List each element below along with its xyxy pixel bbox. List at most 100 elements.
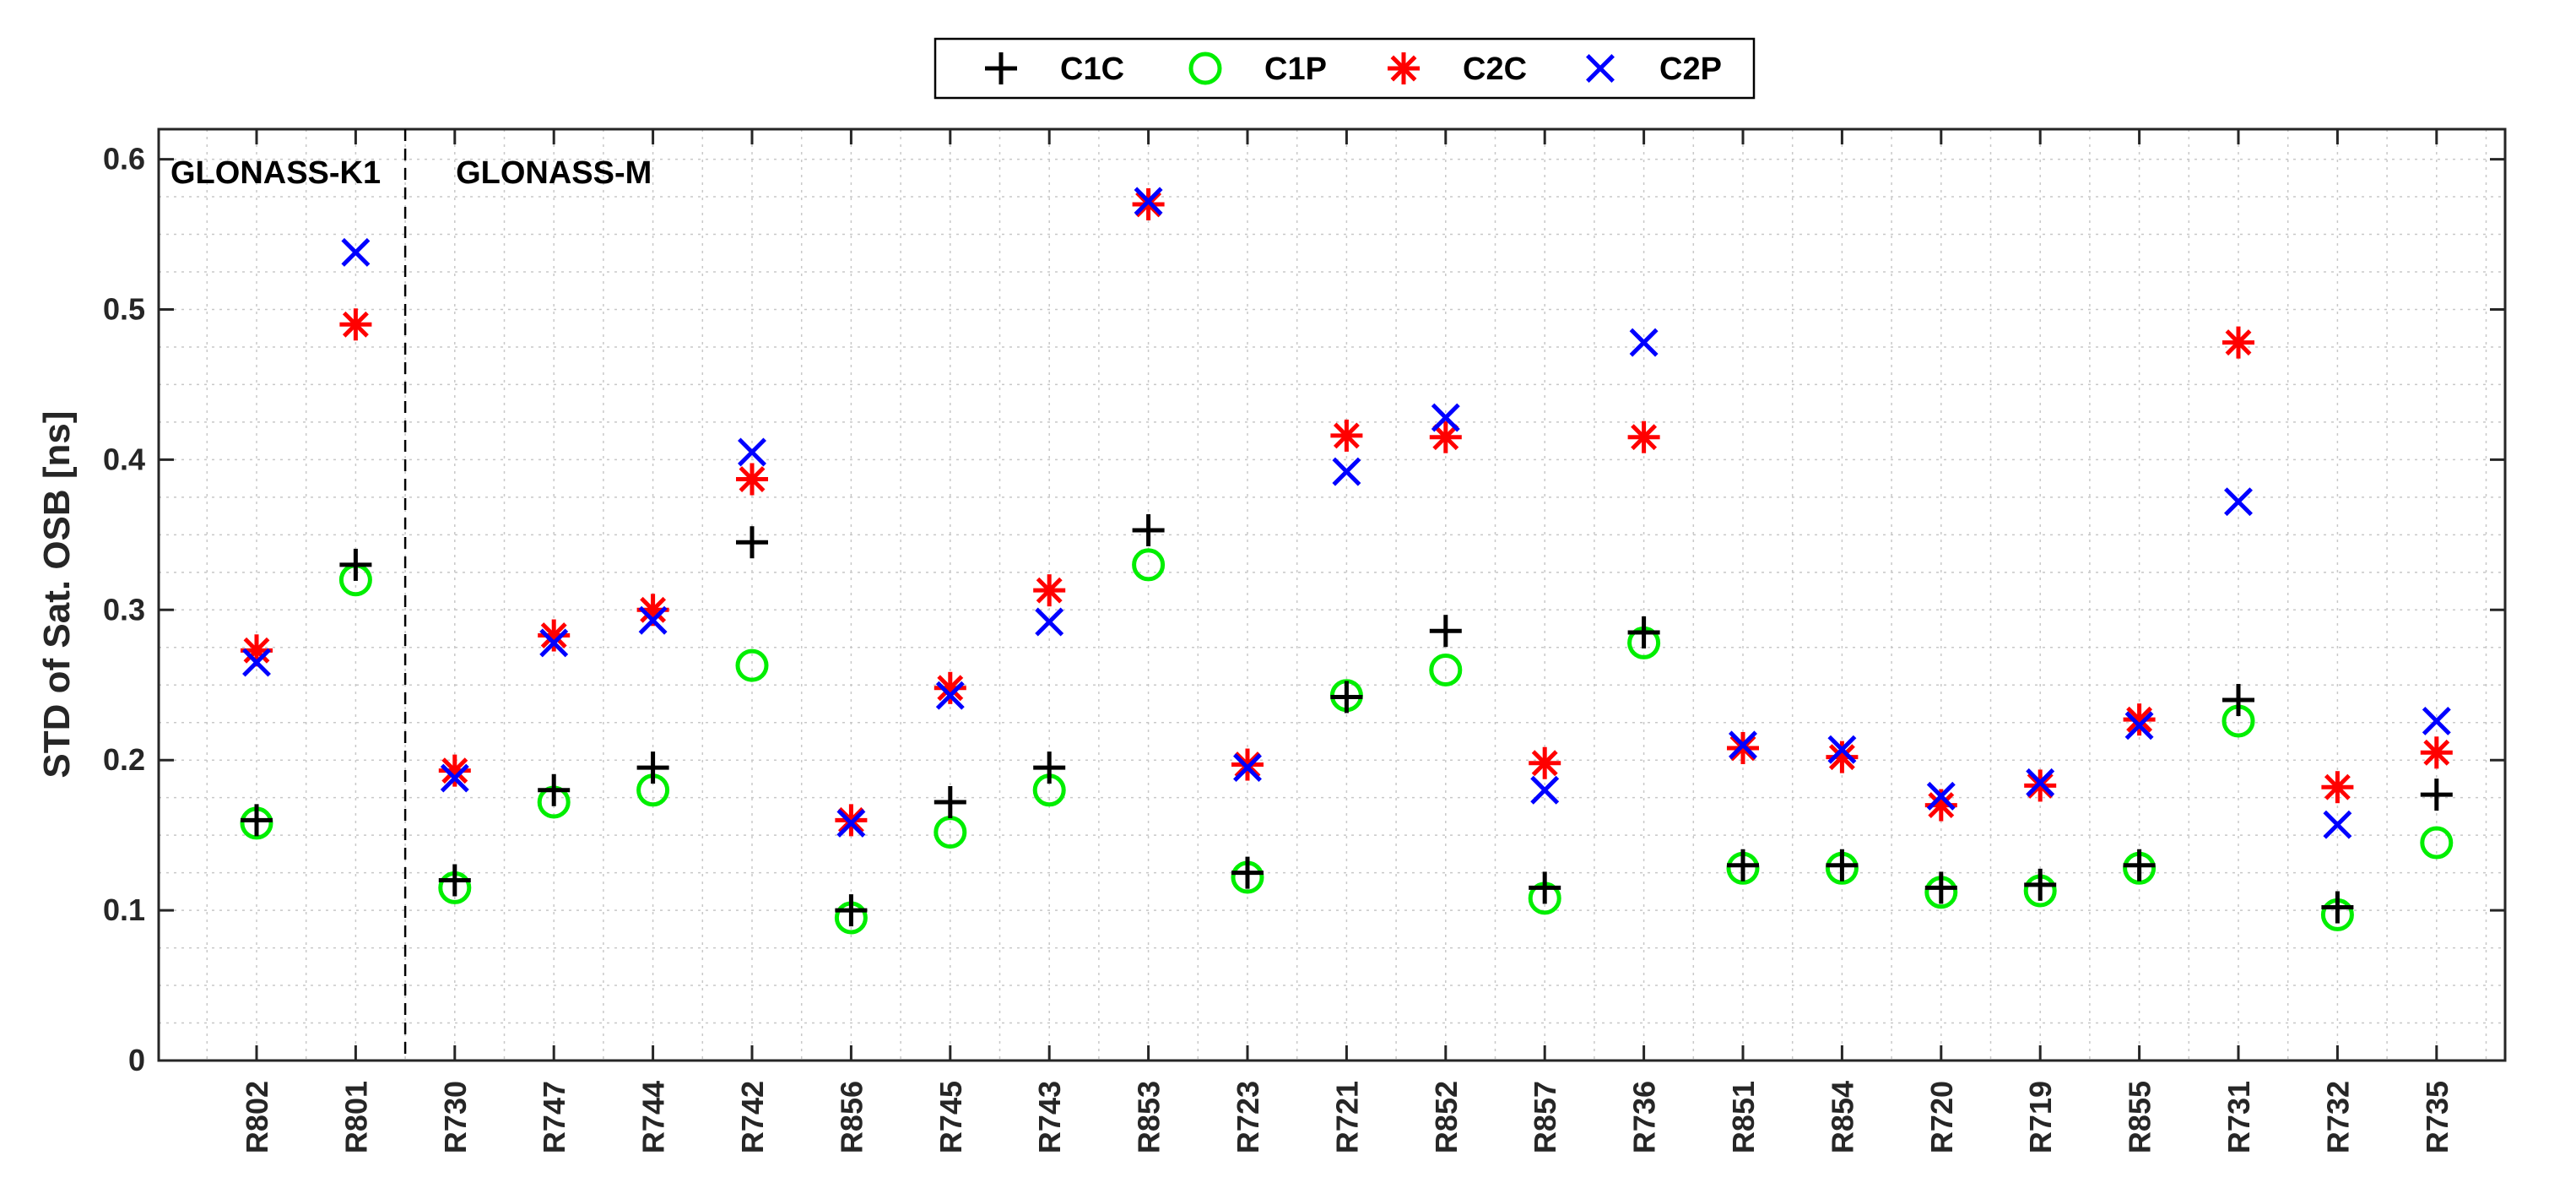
x-tick-label-r744: R744	[636, 1081, 671, 1153]
legend-marker-c2p	[1586, 54, 1615, 83]
x-tick-label-r857: R857	[1528, 1081, 1562, 1153]
x-tick-label-r723: R723	[1231, 1081, 1265, 1153]
legend-label-c1p: C1P	[1264, 52, 1327, 87]
y-tick-label: 0.5	[103, 291, 145, 326]
marker-c2c-r736	[1627, 420, 1660, 453]
annotation-glonass-k1: GLONASS-K1	[170, 155, 381, 191]
marker-c1c-r856	[835, 894, 868, 927]
marker-c1c-r719	[2024, 868, 2057, 901]
marker-c1p-r735	[2420, 826, 2454, 860]
marker-c2p-r856	[836, 808, 866, 838]
legend-marker-c2c	[1388, 52, 1420, 84]
marker-c1c-r732	[2321, 891, 2354, 924]
marker-c2p-r744	[638, 605, 668, 635]
marker-c2c-r730	[438, 754, 471, 787]
x-tick-label-r735: R735	[2420, 1081, 2454, 1153]
marker-c2p-r719	[2026, 768, 2055, 797]
marker-c2p-r853	[1134, 187, 1163, 216]
x-tick-label-r736: R736	[1627, 1081, 1662, 1153]
legend-label-c2p: C2P	[1659, 52, 1722, 87]
x-tick-label-r854: R854	[1825, 1081, 1859, 1153]
x-tick-label-r731: R731	[2222, 1081, 2256, 1153]
marker-c1c-r852	[1429, 615, 1462, 648]
x-tick-label-r855: R855	[2123, 1081, 2157, 1153]
marker-c1p-r853	[1132, 548, 1166, 582]
legend-marker-c1c	[985, 52, 1017, 84]
marker-c1c-r743	[1033, 751, 1066, 784]
y-axis-label: STD of Sat. OSB [ns]	[36, 410, 78, 778]
marker-c2c-r856	[835, 804, 868, 837]
y-tick-label: 0	[128, 1043, 145, 1077]
legend-label-c1c: C1C	[1060, 52, 1124, 87]
marker-c1c-r854	[1826, 849, 1859, 882]
marker-c2p-r854	[1827, 735, 1857, 764]
x-tick-label-r747: R747	[537, 1081, 571, 1153]
marker-c1c-r747	[538, 773, 571, 806]
marker-c2c-r855	[2123, 703, 2156, 736]
marker-c1c-r742	[736, 526, 768, 559]
marker-c2c-r731	[2222, 326, 2254, 359]
x-tick-label-r802: R802	[240, 1081, 274, 1153]
marker-c1c-r720	[1924, 871, 1957, 904]
marker-c2c-r735	[2420, 736, 2453, 769]
x-tick-label-r732: R732	[2320, 1081, 2355, 1153]
marker-c2p-r742	[738, 437, 766, 467]
marker-c2c-r721	[1330, 419, 1363, 452]
marker-c2p-r801	[341, 237, 371, 267]
marker-c2c-r854	[1826, 741, 1859, 773]
marker-c2c-r732	[2321, 771, 2354, 804]
legend-marker-c1p	[1188, 52, 1222, 85]
legend: C1C C1P C2C C2P	[934, 37, 1756, 100]
marker-c2c-r723	[1231, 748, 1264, 781]
marker-c1c-r802	[241, 804, 273, 837]
marker-c2p-r732	[2323, 810, 2352, 839]
x-tick-label-r730: R730	[438, 1081, 473, 1153]
grid	[159, 129, 2505, 1061]
marker-c2c-r742	[736, 463, 768, 496]
marker-c1c-r853	[1132, 514, 1165, 547]
marker-c1c-r851	[1727, 849, 1759, 882]
x-tick-label-r720: R720	[1924, 1081, 1959, 1153]
marker-c2p-r855	[2124, 711, 2154, 741]
y-tick-label: 0.3	[103, 592, 145, 627]
marker-c2c-r743	[1033, 574, 1066, 607]
marker-c2p-r745	[935, 681, 965, 710]
marker-c2c-r857	[1529, 746, 1561, 779]
marker-c2p-r743	[1035, 607, 1064, 637]
marker-c1c-r736	[1627, 616, 1660, 648]
marker-c2p-r730	[440, 763, 469, 793]
x-tick-label-r721: R721	[1329, 1081, 1364, 1153]
marker-c1c-r745	[934, 786, 966, 819]
data-markers	[240, 187, 2454, 935]
y-axis-ticks: 0 0.1 0.2 0.3 0.4 0.5 0.6	[103, 142, 2505, 1077]
marker-c2p-r747	[539, 628, 569, 658]
marker-c2c-r851	[1727, 731, 1759, 764]
x-tick-label-r852: R852	[1429, 1081, 1464, 1153]
marker-c2p-r851	[1729, 730, 1757, 760]
x-tick-label-r853: R853	[1132, 1081, 1166, 1153]
marker-c2p-r721	[1332, 457, 1361, 486]
marker-c2p-r720	[1926, 781, 1956, 811]
marker-c2c-r719	[2024, 769, 2057, 802]
marker-c2p-r857	[1530, 775, 1560, 805]
marker-c2p-r852	[1431, 403, 1460, 432]
marker-c2p-r736	[1629, 328, 1659, 357]
x-tick-label-r851: R851	[1726, 1081, 1761, 1153]
marker-c2c-r853	[1132, 187, 1165, 220]
x-tick-label-r743: R743	[1032, 1081, 1067, 1153]
marker-c1c-r744	[636, 751, 669, 784]
legend-box	[934, 37, 1756, 100]
x-axis-ticks: R802 R801 R730 R747 R744 R742 R856 R745 R743 R853…	[240, 129, 2454, 1153]
x-tick-label-r856: R856	[834, 1081, 869, 1153]
x-tick-label-r745: R745	[934, 1081, 968, 1153]
y-tick-label: 0.6	[103, 142, 145, 176]
marker-c1c-r801	[339, 548, 372, 581]
x-tick-label-r742: R742	[735, 1081, 770, 1153]
plot-area-frame	[157, 127, 2507, 1062]
y-tick-label: 0.2	[103, 742, 145, 777]
marker-c2p-r723	[1233, 753, 1262, 783]
annotation-glonass-m: GLONASS-M	[456, 155, 652, 191]
marker-c2p-r802	[242, 648, 271, 677]
marker-c2p-r731	[2224, 487, 2253, 517]
